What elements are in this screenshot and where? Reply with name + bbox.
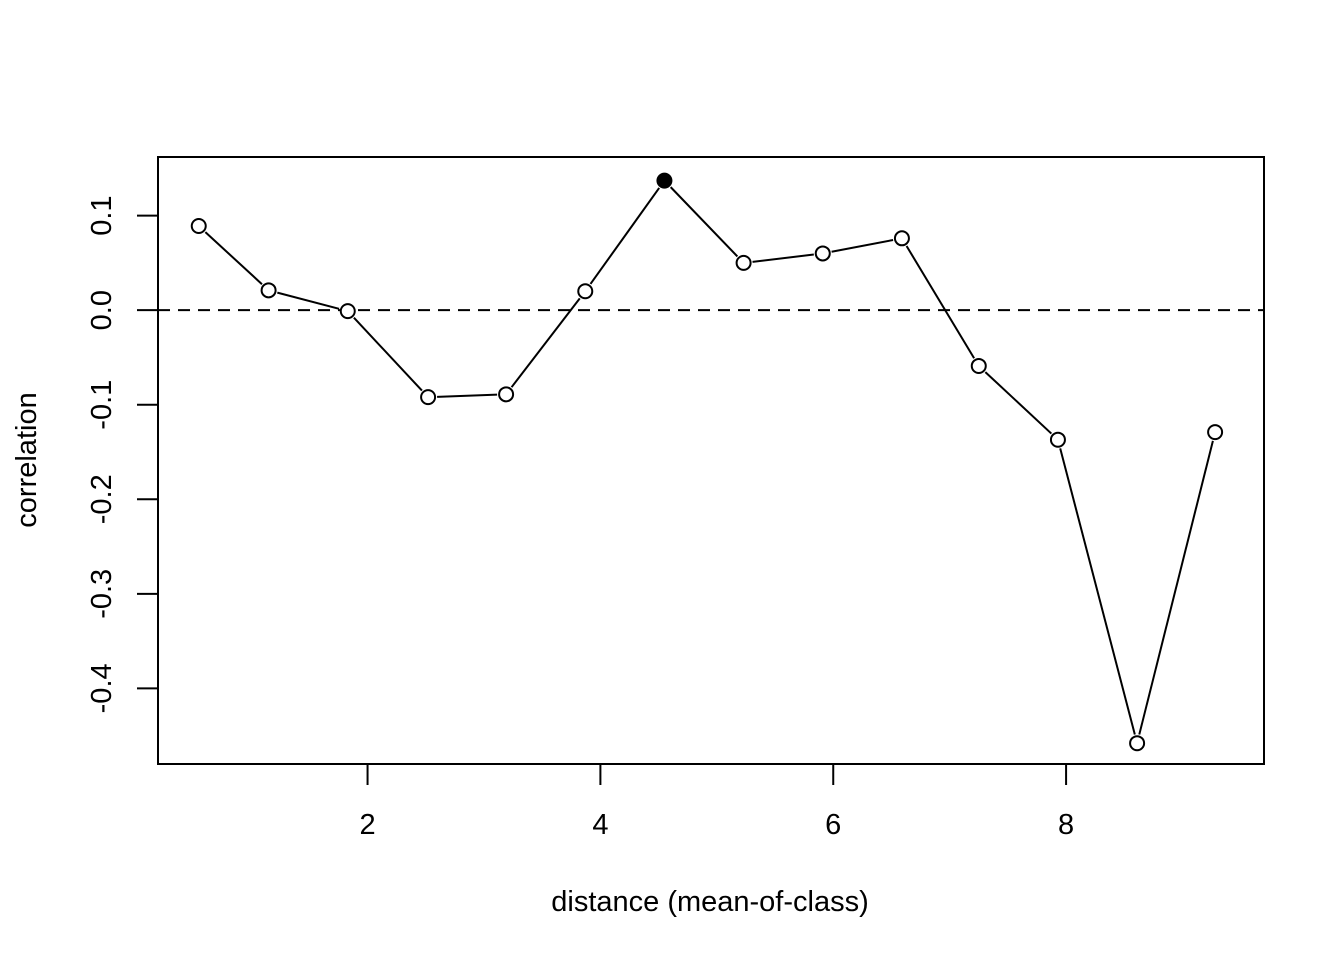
y-tick-label: -0.3 (86, 569, 118, 619)
x-axis: 2 4 6 8 (359, 764, 1074, 841)
series-segment (204, 231, 263, 285)
series-segment (510, 297, 581, 388)
data-point (1049, 431, 1066, 448)
series-segment (669, 186, 739, 258)
data-point (420, 389, 437, 406)
series-segment (1138, 440, 1214, 735)
data-point (190, 218, 207, 235)
series-segment (831, 239, 894, 253)
series-segment (589, 187, 661, 285)
x-tick-label: 8 (1058, 809, 1074, 841)
x-tick-label: 6 (825, 809, 841, 841)
series-segment (277, 291, 340, 310)
data-point (735, 254, 752, 271)
series-segment (752, 253, 814, 263)
data-point (260, 282, 277, 299)
series-segment (984, 371, 1053, 435)
y-tick-label: -0.4 (86, 663, 118, 713)
data-point (1129, 735, 1146, 752)
y-tick-label: 0.0 (86, 290, 118, 330)
data-point (498, 386, 515, 403)
x-axis-label: distance (mean-of-class) (551, 886, 869, 918)
data-point (814, 245, 831, 262)
data-point (577, 283, 594, 300)
y-axis: -0.4 -0.3 -0.2 -0.1 0.0 0.1 (86, 195, 158, 713)
data-point-significant (656, 172, 673, 189)
y-tick-label: 0.1 (86, 195, 118, 235)
series-segment (1059, 448, 1136, 735)
series-layer (190, 172, 1224, 752)
series-segment (353, 317, 423, 392)
x-tick-label: 4 (592, 809, 608, 841)
series-segment (437, 393, 498, 398)
data-point (339, 303, 356, 320)
y-axis-label: correlation (11, 392, 43, 527)
y-tick-label: -0.2 (86, 474, 118, 524)
x-tick-label: 2 (359, 809, 375, 841)
data-point (893, 230, 910, 247)
data-point (970, 357, 987, 374)
y-tick-label: -0.1 (86, 380, 118, 430)
series-segment (905, 245, 975, 359)
plot-frame (157, 156, 1265, 765)
data-point (1207, 424, 1224, 441)
